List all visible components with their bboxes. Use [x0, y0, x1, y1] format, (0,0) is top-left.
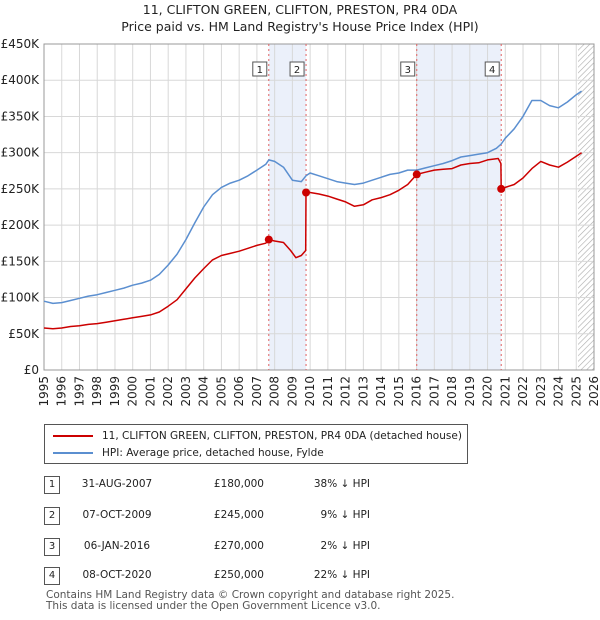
- x-tick-label: 2019: [463, 376, 477, 407]
- sale-price: £245,000: [213, 509, 264, 521]
- y-tick-label: £250K: [1, 182, 41, 196]
- sale-point: [497, 184, 506, 193]
- sale-hpi-diff: 22% ↓ HPI: [313, 569, 370, 581]
- x-tick-label: 2003: [179, 376, 193, 407]
- y-tick-label: £50K: [8, 327, 40, 341]
- series-line-hpi: [43, 90, 583, 305]
- x-tick-label: 2006: [232, 376, 246, 407]
- x-tick-label: 2009: [285, 376, 299, 407]
- sale-label-number: 3: [405, 65, 411, 76]
- x-tick-label: 2012: [339, 376, 353, 407]
- x-tick-label: 2013: [356, 376, 370, 407]
- chart-title: 11, CLIFTON GREEN, CLIFTON, PRESTON, PR4…: [142, 2, 458, 17]
- x-tick-label: 2004: [197, 376, 211, 407]
- x-tick-label: 2010: [303, 376, 317, 407]
- x-tick-label: 2017: [427, 376, 441, 407]
- legend-swatch-hpi: [53, 452, 93, 454]
- legend-item-hpi: HPI: Average price, detached house, Fyld…: [53, 445, 324, 461]
- y-tick-label: £200K: [1, 218, 41, 232]
- x-tick-label: 2001: [143, 376, 157, 407]
- x-tick-label: 2007: [250, 376, 264, 407]
- y-tick-label: £100K: [1, 291, 41, 305]
- sale-row-3: 3 06-JAN-2016 £270,000 2% ↓ HPI: [0, 538, 600, 558]
- x-tick-label: 2011: [321, 376, 335, 407]
- sale-label-number: 2: [294, 65, 300, 76]
- y-tick-label: £350K: [1, 109, 41, 123]
- x-tick-label: 2020: [481, 376, 495, 407]
- x-tick-label: 2000: [126, 376, 140, 407]
- x-tick-label: 2024: [552, 376, 566, 407]
- sale-price: £180,000: [213, 478, 264, 490]
- sale-point: [302, 188, 311, 197]
- y-tick-label: £150K: [1, 254, 41, 268]
- sale-number-badge: 4: [44, 567, 60, 585]
- sale-date: 08-OCT-2020: [82, 569, 152, 581]
- plot-frame: [43, 43, 595, 371]
- y-tick-label: £400K: [1, 73, 41, 87]
- x-tick-label: 2025: [569, 376, 583, 407]
- x-tick-label: 1998: [90, 376, 104, 407]
- x-tick-label: 2023: [534, 376, 548, 407]
- footer-copyright: Contains HM Land Registry data © Crown c…: [46, 589, 455, 601]
- sale-date: 31-AUG-2007: [81, 478, 153, 490]
- x-tick-label: 1995: [37, 376, 51, 407]
- chart-legend: 11, CLIFTON GREEN, CLIFTON, PRESTON, PR4…: [44, 424, 468, 464]
- sale-hpi-diff: 2% ↓ HPI: [320, 540, 370, 552]
- x-tick-label: 2016: [410, 376, 424, 407]
- sale-period-band: [416, 44, 502, 370]
- forecast-hatch: [578, 44, 594, 370]
- sale-row-2: 2 07-OCT-2009 £245,000 9% ↓ HPI: [0, 507, 600, 527]
- y-tick-label: £0: [24, 363, 39, 377]
- x-tick-label: 2005: [214, 376, 228, 407]
- x-tick-label: 1996: [55, 376, 69, 407]
- x-tick-label: 2022: [516, 376, 530, 407]
- chart-subtitle: Price paid vs. HM Land Registry's House …: [121, 19, 479, 34]
- x-tick-label: 2002: [161, 376, 175, 407]
- x-tick-label: 2026: [587, 376, 600, 407]
- sale-row-4: 4 08-OCT-2020 £250,000 22% ↓ HPI: [0, 567, 600, 587]
- y-tick-label: £300K: [1, 146, 41, 160]
- x-tick-label: 2018: [445, 376, 459, 407]
- x-tick-label: 2008: [268, 376, 282, 407]
- price-chart: £0 £50K £100K £150K £200K £250K £300K £350K £400…: [1, 37, 600, 407]
- sale-number-badge: 3: [44, 538, 60, 556]
- plot-area: [44, 44, 594, 370]
- sale-price: £270,000: [213, 540, 264, 552]
- x-tick-label: 1997: [72, 376, 86, 407]
- sale-row-1: 1 31-AUG-2007 £180,000 38% ↓ HPI: [0, 476, 600, 496]
- sale-hpi-diff: 38% ↓ HPI: [313, 478, 370, 490]
- sale-number-badge: 1: [44, 476, 60, 494]
- x-tick-label: 1999: [108, 376, 122, 407]
- legend-swatch-property: [53, 435, 93, 437]
- sale-label-box: [484, 61, 500, 77]
- sale-date: 06-JAN-2016: [83, 540, 151, 552]
- sale-point: [412, 170, 421, 179]
- sale-point: [264, 235, 273, 244]
- legend-label-property: 11, CLIFTON GREEN, CLIFTON, PRESTON, PR4…: [102, 430, 462, 442]
- sale-date: 07-OCT-2009: [82, 509, 152, 521]
- y-tick-label: £450K: [1, 37, 41, 51]
- sale-number-badge: 2: [44, 507, 60, 525]
- sale-label-box: [252, 61, 268, 77]
- x-tick-label: 2021: [498, 376, 512, 407]
- legend-item-property: 11, CLIFTON GREEN, CLIFTON, PRESTON, PR4…: [53, 428, 462, 444]
- x-tick-label: 2014: [374, 376, 388, 407]
- sale-label-box: [289, 61, 305, 77]
- sale-label-number: 4: [489, 65, 495, 76]
- legend-label-hpi: HPI: Average price, detached house, Fyld…: [102, 447, 324, 459]
- footer-licence: This data is licensed under the Open Gov…: [46, 600, 381, 612]
- sale-hpi-diff: 9% ↓ HPI: [320, 509, 370, 521]
- sale-label-box: [400, 61, 416, 77]
- sale-label-number: 1: [257, 65, 263, 76]
- sale-price: £250,000: [213, 569, 264, 581]
- x-tick-label: 2015: [392, 376, 406, 407]
